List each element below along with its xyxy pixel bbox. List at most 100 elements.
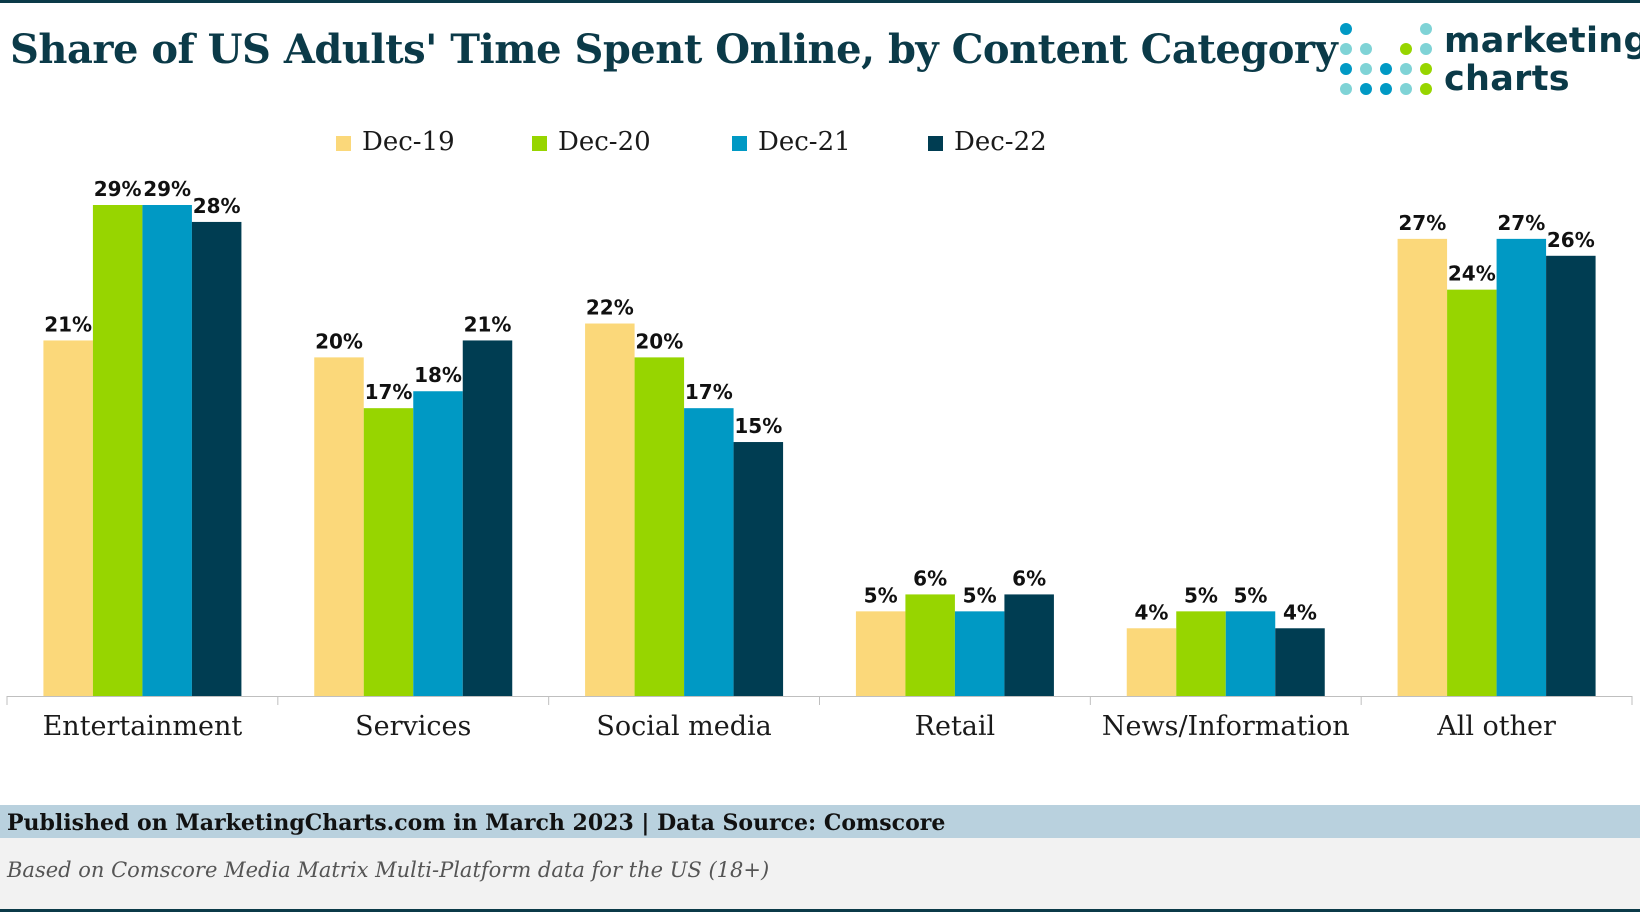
bar-social-media-dec-20: [634, 357, 685, 696]
data-label: 15%: [734, 414, 782, 438]
bottom-rule: [0, 909, 1640, 912]
logo-dot: [1340, 23, 1352, 35]
top-rule: [0, 0, 1640, 3]
logo-dot: [1380, 83, 1392, 95]
legend-item-dec-21: Dec-21: [732, 127, 851, 157]
data-label: 5%: [1184, 583, 1218, 607]
bar-news-information-dec-21: [1225, 611, 1276, 696]
data-label: 24%: [1448, 262, 1496, 286]
data-label: 27%: [1497, 211, 1545, 235]
legend-label: Dec-21: [758, 127, 851, 157]
bar-all-other-dec-19: [1397, 238, 1448, 697]
bar-chart: Dec-19 Dec-20 Dec-21 Dec-22 21%29% 29%28%20%…: [6, 127, 1633, 742]
legend-swatch: [732, 136, 747, 151]
logo-dot: [1420, 23, 1432, 35]
x-tick-label: Social media: [596, 711, 771, 742]
value-labels: 21%29% 29%28%20%17%18%21%22%20%17%15%5%6%…: [44, 177, 1595, 624]
x-tick-label: Entertainment: [43, 711, 243, 742]
logo-dot-grid-icon: [1340, 23, 1432, 95]
data-label: 21%: [44, 312, 92, 336]
bar-services-dec-22: [462, 340, 513, 696]
data-label: 18%: [414, 363, 462, 387]
legend-item-dec-19: Dec-19: [336, 127, 455, 157]
legend: Dec-19 Dec-20 Dec-21 Dec-22: [336, 127, 1047, 157]
bar-services-dec-21: [413, 391, 463, 696]
chart-title: Share of US Adults' Time Spent Online, b…: [10, 26, 1338, 73]
logo-dot: [1380, 63, 1392, 75]
data-label: 21%: [464, 312, 512, 336]
footer-source-text: Published on MarketingCharts.com in Marc…: [7, 810, 946, 836]
bar-retail-dec-22: [1004, 594, 1054, 696]
data-label: 4%: [1135, 600, 1169, 624]
legend-swatch: [532, 136, 547, 151]
bar-entertainment-dec-20: [92, 205, 143, 696]
bar-entertainment-dec-19: [43, 340, 93, 696]
data-label: 22%: [586, 296, 634, 320]
bar-entertainment-dec-22: [191, 221, 242, 696]
marketingcharts-logo[interactable]: marketing charts: [1338, 22, 1640, 102]
data-label: 4%: [1283, 600, 1317, 624]
logo-dot: [1420, 83, 1432, 95]
bar-news-information-dec-20: [1176, 611, 1226, 696]
data-label: 27%: [1398, 211, 1446, 235]
logo-dot: [1360, 83, 1372, 95]
legend-label: Dec-19: [362, 127, 455, 157]
bar-entertainment-dec-21: [142, 205, 192, 696]
data-label: 17%: [685, 380, 733, 404]
bar-all-other-dec-22: [1546, 255, 1596, 697]
logo-dot: [1400, 83, 1412, 95]
data-label: 5%: [864, 583, 898, 607]
data-label: 29%: [143, 177, 191, 201]
x-tick-label: All other: [1436, 711, 1556, 742]
logo-dot: [1340, 83, 1352, 95]
logo-dot: [1340, 63, 1352, 75]
data-label: 28%: [193, 194, 241, 218]
footer-source-bar: Published on MarketingCharts.com in Marc…: [0, 805, 1640, 838]
data-label: 5%: [1234, 583, 1268, 607]
data-label: 29%: [94, 177, 142, 201]
logo-dot: [1420, 43, 1432, 55]
legend-label: Dec-20: [558, 127, 651, 157]
data-label: 20%: [315, 329, 363, 353]
logo-line-2: charts: [1444, 59, 1570, 99]
logo-dot: [1340, 43, 1352, 55]
data-label: 17%: [365, 380, 413, 404]
bars: [43, 205, 1596, 697]
data-label: 6%: [1012, 566, 1046, 590]
bar-social-media-dec-21: [684, 408, 734, 696]
bar-retail-dec-20: [905, 594, 955, 696]
bar-services-dec-20: [363, 408, 414, 696]
legend-item-dec-20: Dec-20: [532, 127, 651, 157]
bar-retail-dec-19: [855, 611, 906, 696]
data-label: 20%: [635, 329, 683, 353]
legend-label: Dec-22: [954, 127, 1047, 157]
bar-services-dec-19: [314, 357, 364, 696]
legend-swatch: [928, 136, 943, 151]
logo-dot: [1360, 63, 1372, 75]
bar-all-other-dec-21: [1496, 238, 1547, 697]
logo-dot: [1400, 43, 1412, 55]
bar-all-other-dec-20: [1447, 289, 1497, 696]
bar-social-media-dec-22: [733, 442, 784, 696]
x-axis-ticks: [6, 696, 1633, 705]
bar-retail-dec-21: [954, 611, 1005, 696]
footer-note-area: Based on Comscore Media Matrix Multi-Pla…: [0, 838, 1640, 909]
logo-dot: [1400, 63, 1412, 75]
footer-note-text: Based on Comscore Media Matrix Multi-Pla…: [7, 858, 770, 882]
data-label: 26%: [1547, 228, 1595, 252]
logo-dot: [1420, 63, 1432, 75]
x-axis-labels: Entertainment Services Social media Retail N…: [43, 711, 1556, 742]
x-tick-label: Retail: [915, 711, 996, 742]
logo-wordmark: marketing charts: [1444, 22, 1640, 98]
bar-news-information-dec-19: [1126, 628, 1177, 696]
bar-news-information-dec-22: [1275, 628, 1325, 696]
x-tick-label: News/Information: [1102, 711, 1350, 742]
legend-item-dec-22: Dec-22: [928, 127, 1047, 157]
x-tick-label: Services: [355, 711, 471, 742]
legend-swatch: [336, 136, 351, 151]
logo-line-1: marketing: [1444, 21, 1640, 61]
bar-social-media-dec-19: [585, 323, 635, 696]
logo-dot: [1360, 43, 1372, 55]
data-label: 6%: [913, 566, 947, 590]
data-label: 5%: [963, 583, 997, 607]
